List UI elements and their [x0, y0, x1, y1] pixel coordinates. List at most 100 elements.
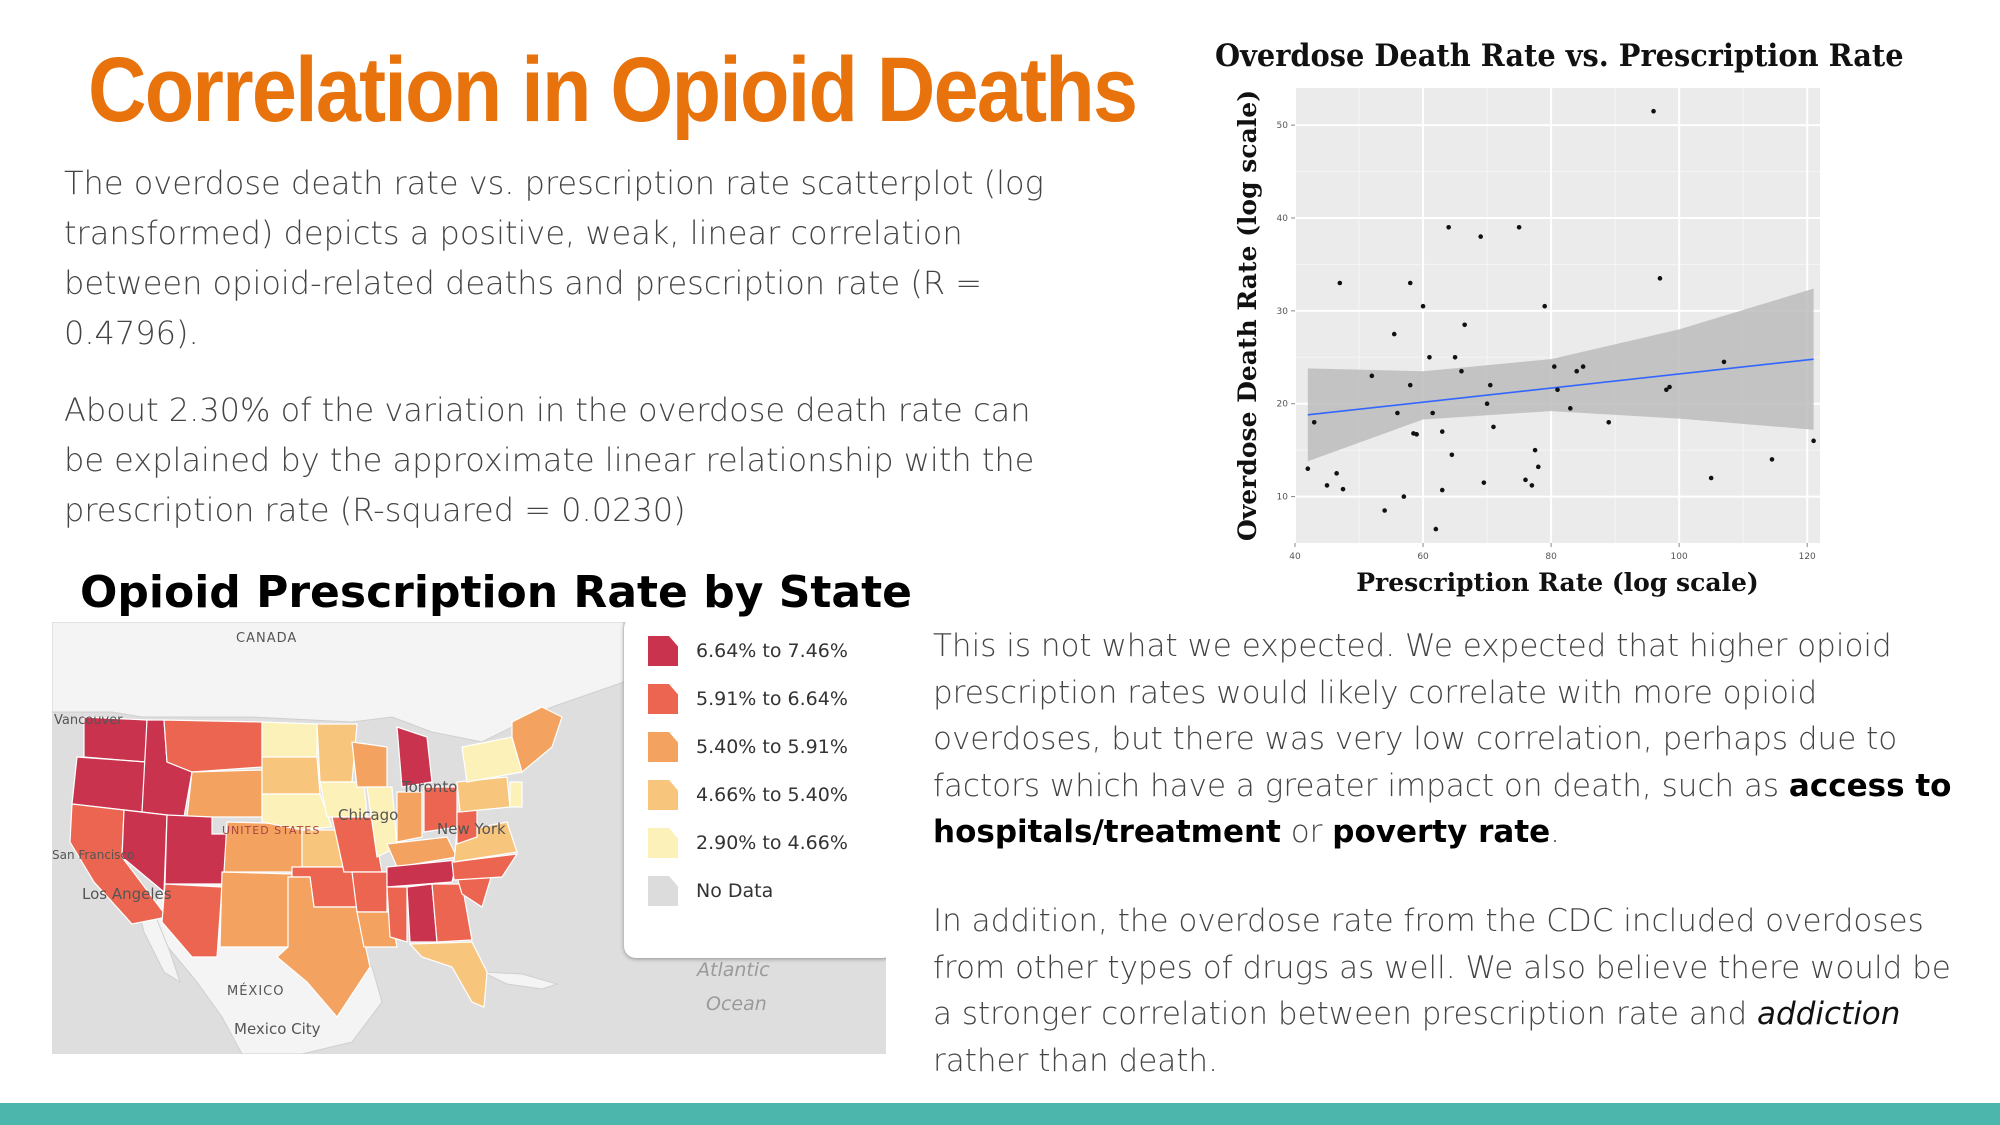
legend-label: 4.66% to 5.40% — [696, 784, 848, 806]
scatter-point — [1407, 382, 1413, 388]
scatter-point — [1439, 429, 1445, 434]
state-utah — [164, 814, 228, 885]
trend-line — [1307, 358, 1814, 416]
discussion-text: In addition, the overdose rate from the … — [933, 903, 1951, 1032]
y-tick-label: 20 — [1277, 400, 1289, 410]
emphasis-addiction: addiction — [1757, 996, 1901, 1032]
map-legend: 6.64% to 7.46% 5.91% to 6.64% 5.40% to 5.9… — [624, 622, 886, 958]
scatter-point — [1427, 354, 1432, 360]
x-tick-label: 80 — [1545, 552, 1557, 562]
scatter-point — [1446, 224, 1451, 230]
state-new-jersey — [509, 781, 523, 808]
scatter-point — [1401, 494, 1407, 499]
scatter-point — [1555, 387, 1560, 393]
label-mexico: MÉXICO — [227, 983, 284, 999]
state-new-mexico — [219, 871, 293, 948]
legend-item: 5.91% to 6.64% — [648, 684, 848, 714]
scatter-point — [1769, 457, 1775, 462]
scatter-point — [1481, 480, 1487, 485]
scatter-point — [1708, 475, 1714, 481]
scatter-point — [1721, 359, 1727, 365]
y-tick-label: 10 — [1277, 493, 1289, 503]
state-wyoming — [186, 769, 263, 818]
state-shapes — [69, 706, 563, 1018]
scatter-point — [1414, 432, 1419, 437]
label-toronto: Toronto — [401, 778, 457, 796]
state-new-england — [511, 706, 563, 774]
scatter-point — [1657, 276, 1663, 281]
state-arizona — [161, 883, 223, 958]
scatter-point — [1382, 508, 1387, 513]
emphasis-poverty: poverty rate — [1332, 814, 1551, 850]
state-new-york — [461, 736, 523, 783]
label-mexico-city: Mexico City — [234, 1020, 321, 1038]
legend-swatch — [648, 636, 678, 666]
state-texas — [276, 876, 371, 1018]
scatter-point — [1407, 280, 1413, 286]
confidence-band — [1307, 288, 1814, 462]
scatter-point — [1452, 354, 1458, 360]
y-tick-label: 30 — [1277, 307, 1289, 317]
y-tick-label: 40 — [1277, 214, 1289, 224]
legend-item: 6.64% to 7.46% — [648, 636, 848, 666]
legend-item: 2.90% to 4.66% — [648, 828, 848, 858]
scatter-point — [1311, 419, 1317, 425]
label-chicago: Chicago — [338, 806, 398, 824]
state-oregon — [71, 756, 147, 813]
footer-accent-bar — [0, 1103, 2000, 1125]
scatter-point — [1667, 384, 1672, 390]
scatter-point — [1430, 410, 1435, 416]
legend-swatch — [648, 876, 678, 906]
scatter-point — [1664, 387, 1669, 393]
x-tick-label: 40 — [1289, 552, 1301, 562]
y-axis-label: Overdose Death Rate (log scale) — [1233, 90, 1262, 541]
land-cuba — [481, 971, 559, 990]
legend-item: 5.40% to 5.91% — [648, 732, 848, 762]
scatter-point — [1542, 303, 1547, 309]
state-south-dakota — [261, 756, 321, 795]
discussion-text: . — [1550, 814, 1561, 850]
y-tick-label: 50 — [1277, 121, 1289, 131]
intro-paragraph-r-squared: About 2.30% of the variation in the over… — [64, 391, 1035, 529]
scatter-point — [1551, 364, 1557, 369]
legend-label: No Data — [696, 880, 774, 902]
discussion-text: rather than death. — [933, 1042, 1218, 1079]
slide-title: Correlation in Opioid Deaths — [88, 39, 1138, 141]
state-nebraska — [261, 793, 333, 831]
land-canada — [52, 622, 625, 743]
label-canada: CANADA — [236, 631, 297, 646]
scatter-point — [1606, 419, 1612, 425]
legend-item: 4.66% to 5.40% — [648, 780, 848, 810]
scatter-point — [1369, 373, 1375, 379]
state-mississippi — [386, 886, 408, 943]
scatter-point — [1651, 108, 1656, 114]
scatter-point — [1484, 401, 1490, 407]
scatter-chart: 40 60 80 100 120 10 20 30 40 50 Prescription Rate … — [1233, 88, 1820, 597]
label-united-states: UNITED STATES — [222, 824, 320, 837]
choropleth-map: CANADA Vancouver Toronto Chicago New Yor… — [52, 622, 886, 1054]
state-montana — [163, 719, 263, 773]
x-tick-label: 120 — [1799, 552, 1816, 562]
scatter-point — [1532, 447, 1538, 453]
label-los-angeles: Los Angeles — [82, 885, 172, 903]
label-san-francisco: San Francisco — [52, 848, 134, 862]
discussion-text: This is not what we expected. We expecte… — [933, 628, 1898, 804]
scatter-point — [1459, 368, 1464, 374]
legend-label: 6.64% to 7.46% — [696, 640, 848, 662]
state-north-dakota — [261, 721, 318, 758]
scatter-point — [1529, 483, 1535, 488]
x-axis-label: Prescription Rate (log scale) — [1356, 568, 1759, 597]
scatter-chart-title: Overdose Death Rate vs. Prescription Rat… — [1215, 38, 1904, 74]
map-title: Opioid Prescription Rate by State — [80, 567, 912, 618]
scatter-point — [1433, 526, 1439, 532]
legend-swatch — [648, 684, 678, 714]
scatter-point — [1580, 364, 1586, 369]
scatter-point — [1516, 224, 1522, 230]
state-north-carolina — [451, 853, 519, 881]
state-minnesota — [316, 723, 358, 783]
discussion-paragraph-expectation: This is not what we expected. We expecte… — [933, 623, 1973, 856]
label-atlantic: Atlantic — [695, 959, 770, 981]
scatter-point — [1420, 303, 1426, 309]
legend-label: 2.90% to 4.66% — [696, 832, 848, 854]
intro-paragraph-correlation: The overdose death rate vs. prescription… — [64, 164, 1044, 352]
